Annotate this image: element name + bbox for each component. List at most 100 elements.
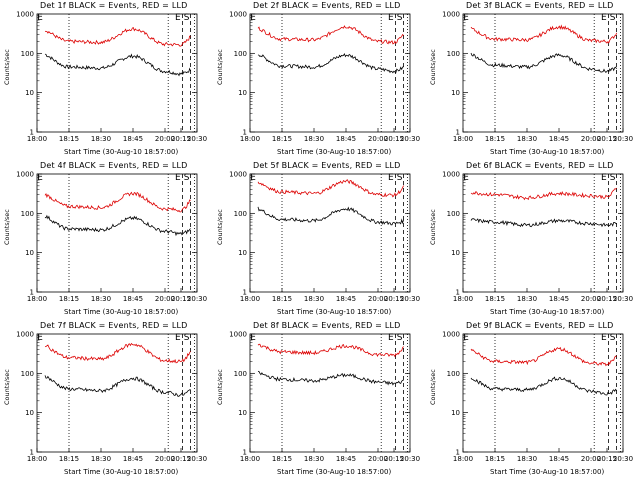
x-tick-label: 20:30 bbox=[400, 295, 420, 303]
x-axis-label: Start Time (30-Aug-10 18:57:00) bbox=[490, 148, 605, 156]
y-tick-label: 1000 bbox=[442, 331, 460, 339]
panel-plot: 1 10 100 1000 18:00 18:15 18:30 18:45 20:0020:15… bbox=[229, 11, 420, 144]
lld-series-line bbox=[44, 191, 191, 213]
x-tick-label: 20:15 bbox=[597, 135, 617, 143]
event-marker-label: S bbox=[610, 333, 616, 343]
y-tick-label: 100 bbox=[234, 50, 247, 58]
x-tick-label: 18:15 bbox=[485, 295, 505, 303]
event-marker-label: E bbox=[175, 333, 181, 343]
x-tick-label: 20:30 bbox=[187, 455, 207, 463]
event-marker-label: E bbox=[250, 13, 256, 23]
x-tick-label: 18:45 bbox=[123, 135, 143, 143]
events-series-line bbox=[257, 206, 404, 226]
x-tick-label: 18:15 bbox=[59, 455, 79, 463]
panel-plot: 1 10 100 1000 18:00 18:15 18:30 18:45 20:0020:15… bbox=[229, 331, 420, 464]
event-marker-label: E bbox=[250, 173, 256, 183]
plot-frame bbox=[249, 173, 411, 293]
x-tick-label: 18:00 bbox=[240, 455, 260, 463]
x-tick-label: 18:45 bbox=[336, 135, 356, 143]
x-tick-label: 18:30 bbox=[517, 135, 537, 143]
x-tick-label: 18:30 bbox=[304, 295, 324, 303]
y-tick-label: 1000 bbox=[16, 171, 34, 179]
panel-plot: 1 10 100 1000 18:00 18:15 18:30 18:45 20:0020:15… bbox=[229, 171, 420, 304]
y-tick-label: 1000 bbox=[229, 171, 247, 179]
event-marker-label: E bbox=[250, 333, 256, 343]
x-tick-label: 20:15 bbox=[384, 455, 404, 463]
y-tick-label: 10 bbox=[238, 89, 247, 97]
event-marker-label: S bbox=[397, 173, 403, 183]
panel-plot: 1 10 100 1000 18:00 18:15 18:30 18:45 20:0020:15… bbox=[16, 11, 207, 144]
y-tick-label: 10 bbox=[25, 89, 34, 97]
x-tick-label: 18:00 bbox=[453, 295, 473, 303]
x-tick-label: 18:00 bbox=[27, 295, 47, 303]
x-tick-label: 18:30 bbox=[91, 135, 111, 143]
y-tick-label: 1000 bbox=[442, 11, 460, 19]
detector-panel-5: Det 5f BLACK = Events, RED = LLD Start Ti… bbox=[213, 160, 426, 320]
x-tick-label: 20:15 bbox=[171, 295, 191, 303]
y-tick-label: 100 bbox=[234, 370, 247, 378]
x-tick-label: 18:15 bbox=[485, 455, 505, 463]
event-marker-label: E bbox=[601, 173, 607, 183]
event-marker-label: S bbox=[397, 13, 403, 23]
y-tick-label: 1000 bbox=[442, 171, 460, 179]
event-marker-label: E bbox=[463, 333, 469, 343]
lld-series-line bbox=[470, 24, 617, 44]
x-tick-label: 20:15 bbox=[171, 135, 191, 143]
x-tick-label: 20:00 bbox=[581, 455, 601, 463]
y-tick-label: 100 bbox=[447, 210, 460, 218]
x-axis-label: Start Time (30-Aug-10 18:57:00) bbox=[277, 468, 392, 476]
x-tick-label: 20:00 bbox=[368, 135, 388, 143]
x-tick-label: 20:00 bbox=[368, 295, 388, 303]
detector-panel-6: Det 6f BLACK = Events, RED = LLD Start Ti… bbox=[426, 160, 639, 320]
y-tick-label: 1000 bbox=[16, 11, 34, 19]
x-axis-label: Start Time (30-Aug-10 18:57:00) bbox=[277, 308, 392, 316]
plot-frame bbox=[36, 173, 198, 293]
y-tick-label: 100 bbox=[234, 210, 247, 218]
x-tick-label: 20:00 bbox=[155, 135, 175, 143]
x-tick-label: 18:15 bbox=[485, 135, 505, 143]
x-tick-label: 18:30 bbox=[91, 455, 111, 463]
x-tick-label: 18:00 bbox=[453, 135, 473, 143]
x-tick-label: 18:45 bbox=[336, 455, 356, 463]
lld-series-line bbox=[257, 179, 404, 198]
x-tick-label: 20:30 bbox=[400, 135, 420, 143]
x-axis-label: Start Time (30-Aug-10 18:57:00) bbox=[490, 308, 605, 316]
x-tick-label: 20:15 bbox=[597, 455, 617, 463]
event-marker-label: E bbox=[175, 13, 181, 23]
panel-title: Det 1f BLACK = Events, RED = LLD bbox=[40, 1, 188, 10]
x-tick-label: 20:00 bbox=[155, 295, 175, 303]
event-marker-label: E bbox=[601, 333, 607, 343]
x-tick-label: 20:30 bbox=[613, 295, 633, 303]
events-series-line bbox=[44, 53, 191, 77]
events-series-line bbox=[470, 52, 617, 73]
x-tick-label: 18:30 bbox=[517, 295, 537, 303]
lld-series-line bbox=[470, 187, 617, 201]
y-tick-label: 100 bbox=[447, 50, 460, 58]
y-tick-label: 100 bbox=[21, 370, 34, 378]
lld-series-line bbox=[470, 346, 617, 367]
plot-frame bbox=[36, 333, 198, 453]
y-tick-label: 1 bbox=[243, 449, 247, 457]
detector-panel-9: Det 9f BLACK = Events, RED = LLD Start Ti… bbox=[426, 320, 639, 480]
panel-plot: 1 10 100 1000 18:00 18:15 18:30 18:45 20:0020:15… bbox=[16, 171, 207, 304]
lld-series-line bbox=[257, 343, 404, 358]
panel-title: Det 8f BLACK = Events, RED = LLD bbox=[253, 321, 401, 330]
lld-series-line bbox=[44, 27, 191, 47]
events-series-line bbox=[470, 218, 617, 228]
panel-title: Det 2f BLACK = Events, RED = LLD bbox=[253, 1, 401, 10]
plot-frame bbox=[462, 173, 624, 293]
y-tick-label: 1 bbox=[456, 449, 460, 457]
panel-plot: 1 10 100 1000 18:00 18:15 18:30 18:45 20:0020:15… bbox=[442, 11, 633, 144]
x-tick-label: 20:00 bbox=[581, 295, 601, 303]
y-tick-label: 10 bbox=[451, 89, 460, 97]
detector-panel-4: Det 4f BLACK = Events, RED = LLD Start Ti… bbox=[0, 160, 213, 320]
event-marker-label: E bbox=[175, 173, 181, 183]
panel-plot: 1 10 100 1000 18:00 18:15 18:30 18:45 20:0020:15… bbox=[442, 171, 633, 304]
y-tick-label: 100 bbox=[21, 50, 34, 58]
y-tick-label: 10 bbox=[451, 409, 460, 417]
y-tick-label: 1 bbox=[243, 289, 247, 297]
x-tick-label: 18:15 bbox=[272, 455, 292, 463]
x-tick-label: 18:00 bbox=[27, 135, 47, 143]
panel-title: Det 7f BLACK = Events, RED = LLD bbox=[40, 321, 188, 330]
